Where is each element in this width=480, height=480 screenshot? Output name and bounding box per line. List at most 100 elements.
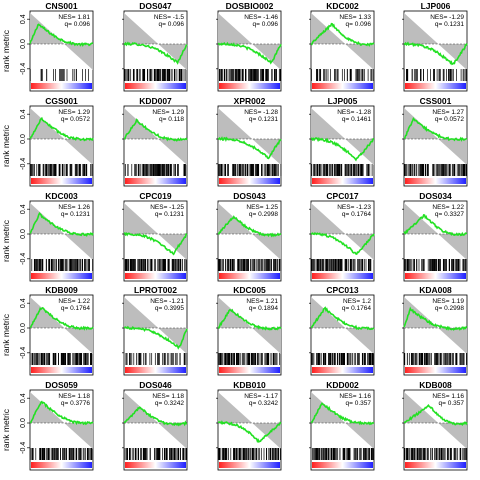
nes-label: NES= 1.18: [58, 393, 90, 400]
gsea-panel: KDC002 NES= 1.33q= 0.096: [309, 1, 375, 92]
hit-barcode: [403, 69, 468, 81]
panel-title: CNS001: [45, 1, 77, 11]
nes-label: NES= 1.27: [432, 109, 464, 116]
enrichment-curve: [29, 400, 94, 426]
nes-label: NES= 1.29: [152, 109, 184, 116]
y-tick-label: -0.4: [20, 253, 27, 265]
nes-label: NES= -1.21: [150, 298, 184, 305]
q-label: q= 0.0572: [61, 116, 90, 123]
hit-barcode: [219, 69, 282, 81]
enrichment-curve: [403, 213, 468, 237]
rank-color-strip: [219, 367, 280, 373]
enrichment-curve: [403, 41, 468, 66]
rank-color-strip: [405, 273, 466, 279]
enrichment-curve: [310, 22, 375, 47]
panel-title: KDB010: [233, 380, 266, 390]
gsea-panel: KDD007 NES= 1.29q= 0.118: [122, 96, 188, 187]
rank-color-strip: [219, 273, 280, 279]
panel-title: KDC005: [233, 285, 266, 295]
gsea-panel: XPR002 NES= -1.28q= 0.1231: [216, 96, 282, 187]
enrichment-curve: [217, 215, 282, 238]
y-axis-label: rank metric: [1, 313, 11, 356]
enrichment-curve: [29, 23, 94, 47]
enrichment-curve: [217, 420, 282, 444]
q-label: q= 0.1894: [249, 305, 278, 312]
gsea-panel: LPROT002 NES= -1.21q= 0.3995: [122, 285, 188, 376]
gsea-panel: DOS043 NES= 1.25q= 0.2998: [216, 191, 282, 282]
rank-color-strip: [312, 367, 373, 373]
panel-title: KDD002: [326, 380, 359, 390]
rank-color-strip: [405, 83, 466, 89]
y-axis-label: rank metric: [1, 219, 11, 262]
panel-title: DOS059: [45, 380, 78, 390]
hit-barcode: [29, 69, 89, 81]
panel-title: KDB009: [45, 285, 78, 295]
rank-color-strip: [219, 83, 280, 89]
rank-color-strip: [219, 462, 280, 468]
rank-metric-area: [30, 203, 93, 261]
y-tick-label: 0.0: [20, 418, 27, 428]
hit-barcode: [217, 353, 281, 365]
q-label: q= 0.096: [159, 21, 185, 28]
nes-label: NES= -1.28: [244, 109, 278, 116]
gsea-panel: LJP005 NES= -1.28q= 0.1461: [309, 96, 375, 187]
rank-metric-area: [404, 392, 467, 450]
q-label: q= 0.1764: [342, 211, 371, 218]
y-tick-label: 0.4: [20, 393, 27, 403]
gsea-panel: KDB009 NES= 1.22q= 0.1764 0.4 0.0 -0.4 rank m…: [1, 285, 94, 376]
q-label: q= 0.096: [346, 21, 372, 28]
q-label: q= 0.3242: [155, 400, 184, 407]
q-label: q= 0.1461: [342, 116, 371, 123]
q-label: q= 0.096: [65, 21, 91, 28]
hit-barcode: [310, 259, 372, 271]
nes-label: NES= 1.18: [152, 393, 184, 400]
q-label: q= 0.096: [253, 21, 279, 28]
gsea-panel: KDC005 NES= 1.21q= 0.1894: [216, 285, 282, 376]
hit-barcode: [403, 353, 468, 365]
enrichment-curve: [403, 117, 468, 142]
panel-title: KDB008: [419, 380, 452, 390]
y-axis-label: rank metric: [1, 124, 11, 167]
gsea-panel: KDC003 NES= 1.26q= 0.1231 0.4 0.0 -0.4 rank m…: [1, 191, 94, 282]
q-label: q= 0.3242: [249, 400, 278, 407]
enrichment-curve: [403, 306, 468, 331]
rank-metric-area: [124, 392, 187, 450]
panel-title: XPR002: [234, 96, 266, 106]
rank-color-strip: [125, 462, 186, 468]
rank-metric-area: [404, 108, 467, 166]
gsea-panel: DOSBIO002 NES= -1.46q= 0.096: [216, 1, 282, 92]
y-tick-label: 0.0: [20, 323, 27, 333]
enrichment-curve: [403, 403, 468, 427]
rank-color-strip: [125, 367, 186, 373]
gsea-panel: CPC013 NES= 1.2q= 0.1764: [309, 285, 375, 376]
nes-label: NES= -1.5: [154, 14, 185, 21]
y-tick-label: -0.4: [20, 158, 27, 170]
rank-metric-area: [218, 13, 281, 71]
q-label: q= 0.1231: [155, 211, 184, 218]
nes-label: NES= 1.25: [246, 204, 278, 211]
panel-title: CSS001: [420, 96, 452, 106]
enrichment-curve: [217, 308, 282, 331]
hit-barcode: [403, 259, 468, 271]
y-tick-label: 0.4: [20, 109, 27, 119]
enrichment-curve: [29, 306, 94, 331]
nes-label: NES= -1.17: [244, 393, 278, 400]
rank-color-strip: [312, 462, 373, 468]
y-tick-label: 0.4: [20, 298, 27, 308]
rank-color-strip: [312, 273, 373, 279]
q-label: q= 0.357: [346, 400, 372, 407]
rank-color-strip: [405, 367, 466, 373]
hit-barcode: [30, 164, 94, 176]
panel-title: DOS034: [419, 191, 452, 201]
rank-color-strip: [31, 83, 92, 89]
enrichment-curve: [29, 211, 94, 237]
enrichment-curve: [217, 41, 282, 65]
nes-label: NES= -1.29: [430, 14, 464, 21]
rank-metric-area: [218, 108, 281, 166]
hit-barcode: [312, 448, 374, 460]
hit-barcode: [124, 69, 186, 81]
nes-label: NES= 1.29: [58, 109, 90, 116]
nes-label: NES= 1.22: [58, 298, 90, 305]
enrichment-curve: [29, 116, 94, 142]
rank-metric-area: [404, 13, 467, 71]
